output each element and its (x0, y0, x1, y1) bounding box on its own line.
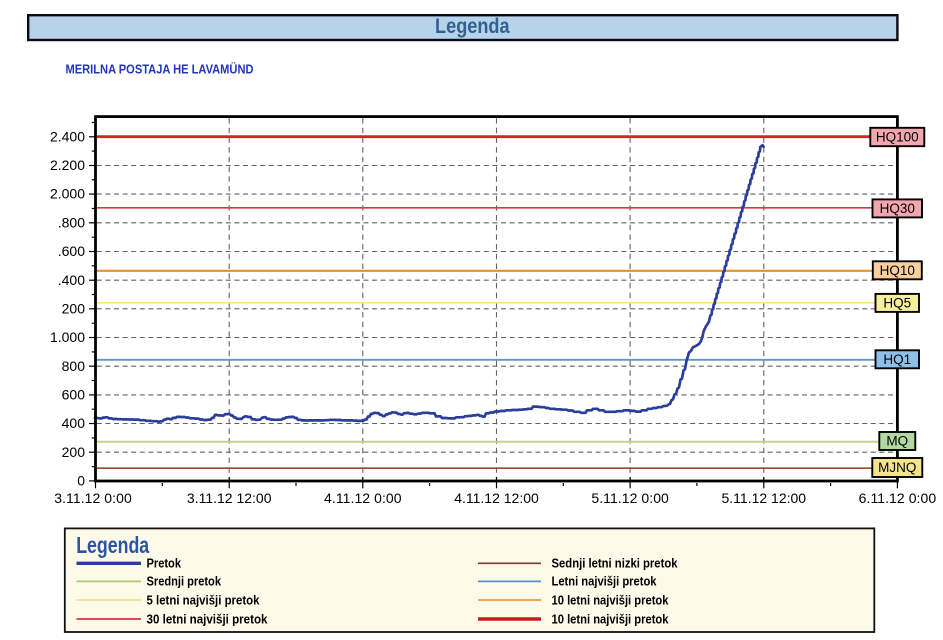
svg-text:200: 200 (62, 300, 86, 316)
svg-text:200: 200 (62, 444, 86, 460)
svg-text:4.11.12 12:00: 4.11.12 12:00 (454, 490, 539, 506)
svg-text:5 letni najvišji pretok: 5 letni najvišji pretok (147, 592, 261, 607)
svg-text:30 letni najvišji pretok: 30 letni najvišji pretok (147, 611, 269, 626)
svg-text:.800: .800 (58, 214, 85, 230)
svg-text:4.11.12 0:00: 4.11.12 0:00 (324, 490, 402, 506)
svg-text:HQ100: HQ100 (876, 130, 919, 145)
svg-text:2.200: 2.200 (50, 157, 85, 173)
svg-text:10 letni najvišji pretok: 10 letni najvišji pretok (552, 592, 670, 607)
svg-text:6.11.12 0:00: 6.11.12 0:00 (859, 490, 937, 506)
svg-text:MQ: MQ (886, 434, 908, 449)
svg-text:Legenda: Legenda (76, 532, 149, 558)
svg-text:MERILNA POSTAJA HE LAVAMÜND: MERILNA POSTAJA HE LAVAMÜND (66, 61, 254, 76)
svg-text:2.000: 2.000 (50, 186, 85, 202)
svg-text:MJNQ: MJNQ (878, 460, 916, 475)
svg-text:3.11.12 12:00: 3.11.12 12:00 (187, 490, 272, 506)
svg-text:10 letni najvišji pretok: 10 letni najvišji pretok (552, 611, 670, 626)
svg-text:Sednji letni nizki pretok: Sednji letni nizki pretok (552, 556, 679, 571)
svg-text:Pretok: Pretok (147, 556, 182, 571)
svg-text:800: 800 (62, 358, 86, 374)
svg-text:.600: .600 (58, 243, 85, 259)
svg-text:400: 400 (62, 415, 86, 431)
svg-text:3.11.12 0:00: 3.11.12 0:00 (54, 490, 132, 506)
svg-text:Letni najvišji pretok: Letni najvišji pretok (552, 574, 658, 589)
svg-text:Legenda: Legenda (435, 14, 510, 38)
svg-text:HQ5: HQ5 (883, 296, 911, 311)
svg-text:1.000: 1.000 (50, 329, 85, 345)
svg-text:0: 0 (77, 473, 85, 489)
svg-text:5.11.12 12:00: 5.11.12 12:00 (722, 490, 807, 506)
svg-text:HQ1: HQ1 (883, 352, 911, 367)
svg-text:5.11.12 0:00: 5.11.12 0:00 (591, 490, 669, 506)
svg-text:HQ10: HQ10 (880, 263, 915, 278)
svg-text:Srednji pretok: Srednji pretok (147, 574, 222, 589)
svg-text:HQ30: HQ30 (880, 201, 915, 216)
svg-text:600: 600 (62, 387, 86, 403)
svg-text:.400: .400 (58, 272, 85, 288)
svg-text:2.400: 2.400 (50, 128, 85, 144)
